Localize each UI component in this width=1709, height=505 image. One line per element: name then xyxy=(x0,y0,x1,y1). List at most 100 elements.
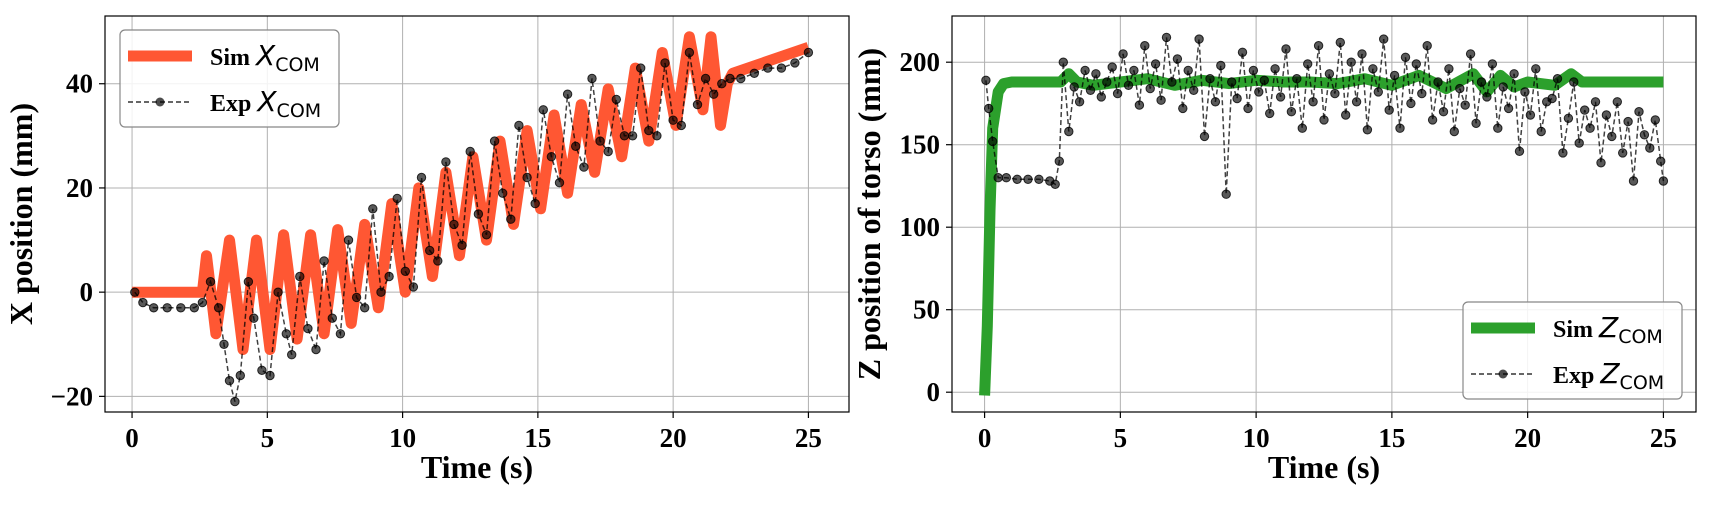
series-exp-point xyxy=(368,204,378,214)
series-exp-point xyxy=(1596,158,1606,168)
series-exp-point xyxy=(1438,107,1449,117)
series-exp-point xyxy=(1444,64,1454,74)
series-exp-point xyxy=(1248,65,1259,76)
series-exp-point xyxy=(1330,88,1340,99)
series-exp-point xyxy=(1210,97,1221,107)
series-exp-point xyxy=(1487,59,1498,69)
series-exp-point xyxy=(1634,107,1644,117)
series-exp-point xyxy=(1384,105,1394,115)
series-exp-point xyxy=(1351,97,1362,107)
z-position-chart: 0 5 10 15 20 25 0 50 100 150 200 Time (s) Z position… xyxy=(851,15,1697,485)
legend-label-symbol: X xyxy=(254,39,276,72)
series-exp-point xyxy=(1012,174,1022,185)
series-exp-point xyxy=(257,365,267,375)
series-exp-point xyxy=(988,136,998,147)
series-exp-point xyxy=(1406,98,1416,109)
series-exp-point xyxy=(1091,69,1101,79)
y-tick-label: 50 xyxy=(913,295,940,325)
series-exp-point xyxy=(1161,32,1172,43)
series-exp-point xyxy=(562,89,573,99)
series-exp-point xyxy=(1509,69,1519,79)
series-exp-point xyxy=(205,277,216,287)
x-axis-label: Time (s) xyxy=(421,449,533,485)
series-exp-point xyxy=(1319,115,1329,125)
series-exp-point xyxy=(1422,41,1432,51)
series-exp-point xyxy=(1525,110,1536,120)
series-exp-point xyxy=(1275,92,1286,102)
series-exp-point xyxy=(1205,74,1215,84)
series-exp-point xyxy=(1085,85,1096,96)
series-exp-point xyxy=(1493,123,1503,133)
series-exp-point xyxy=(281,329,291,339)
legend-exp-marker xyxy=(155,97,165,107)
series-exp-point xyxy=(1227,77,1237,87)
series-exp-point xyxy=(1628,176,1639,186)
legend-label-subscript: COM xyxy=(275,54,320,76)
series-exp-point xyxy=(1658,176,1669,186)
series-exp-point xyxy=(1129,65,1139,76)
series-exp-point xyxy=(1286,107,1297,117)
series-exp-point xyxy=(676,120,686,131)
series-exp-point xyxy=(1574,138,1584,148)
series-exp-point xyxy=(1569,77,1579,87)
series-exp-point xyxy=(384,271,394,282)
series-exp-point xyxy=(249,313,259,323)
series-exp-point xyxy=(243,277,254,287)
y-tick-label: 150 xyxy=(900,130,941,160)
series-exp-point xyxy=(611,94,621,105)
series-exp-point xyxy=(1639,130,1650,140)
series-exp-point xyxy=(1590,97,1601,107)
series-exp-point xyxy=(303,323,313,334)
series-exp-point xyxy=(1254,87,1264,97)
series-exp-point xyxy=(1552,74,1563,84)
series-exp-point xyxy=(684,47,695,58)
series-exp-point xyxy=(554,178,565,188)
series-exp-point xyxy=(1145,83,1155,94)
series-exp-point xyxy=(803,47,814,58)
legend-label-symbol: Z xyxy=(1598,311,1619,344)
series-exp-point xyxy=(1259,75,1270,86)
series-exp-point xyxy=(1297,123,1308,133)
series-exp-point xyxy=(360,303,370,313)
x-tick-label: 0 xyxy=(125,423,139,453)
series-exp-point xyxy=(1134,100,1145,110)
series-exp-point xyxy=(1558,148,1568,158)
series-exp-point xyxy=(619,131,630,141)
series-exp-point xyxy=(319,256,329,266)
series-exp-point xyxy=(538,105,548,115)
series-exp-point xyxy=(1270,64,1280,74)
series-exp-point xyxy=(1194,34,1204,44)
series-exp-point xyxy=(1054,156,1065,166)
series-exp-point xyxy=(1645,143,1655,153)
x-tick-label: 20 xyxy=(1514,423,1541,453)
series-exp-point xyxy=(514,120,524,131)
series-exp-point xyxy=(138,297,148,308)
series-exp-point xyxy=(700,73,711,84)
series-exp-point xyxy=(235,370,246,381)
series-exp-point xyxy=(993,173,1003,183)
series-exp-point xyxy=(1167,77,1177,87)
series-exp-point xyxy=(265,370,275,381)
series-exp-point xyxy=(489,136,500,146)
series-exp-point xyxy=(603,146,613,157)
series-exp-point xyxy=(1221,189,1231,199)
series-exp-point xyxy=(498,188,508,198)
series-exp-point xyxy=(981,75,991,86)
series-exp-point xyxy=(1547,93,1557,104)
y-tick-label: 0 xyxy=(80,277,94,307)
series-exp-line xyxy=(134,51,809,402)
series-exp-point xyxy=(1341,110,1351,120)
legend-label-symbol: Z xyxy=(1599,357,1620,390)
series-exp-point xyxy=(571,141,581,152)
series-exp-point xyxy=(392,193,402,204)
series-exp-point xyxy=(1050,179,1060,190)
x-tick-label: 20 xyxy=(660,423,687,453)
series-exp-point xyxy=(776,63,787,73)
series-exp-point xyxy=(176,303,186,313)
series-exp-point xyxy=(189,303,200,313)
x-tick-label: 0 xyxy=(978,423,992,453)
series-exp-point xyxy=(1656,156,1666,166)
legend-label: Exp ZCOM xyxy=(1553,357,1664,394)
series-exp-point xyxy=(1520,87,1530,97)
series-exp-point xyxy=(1476,77,1487,87)
